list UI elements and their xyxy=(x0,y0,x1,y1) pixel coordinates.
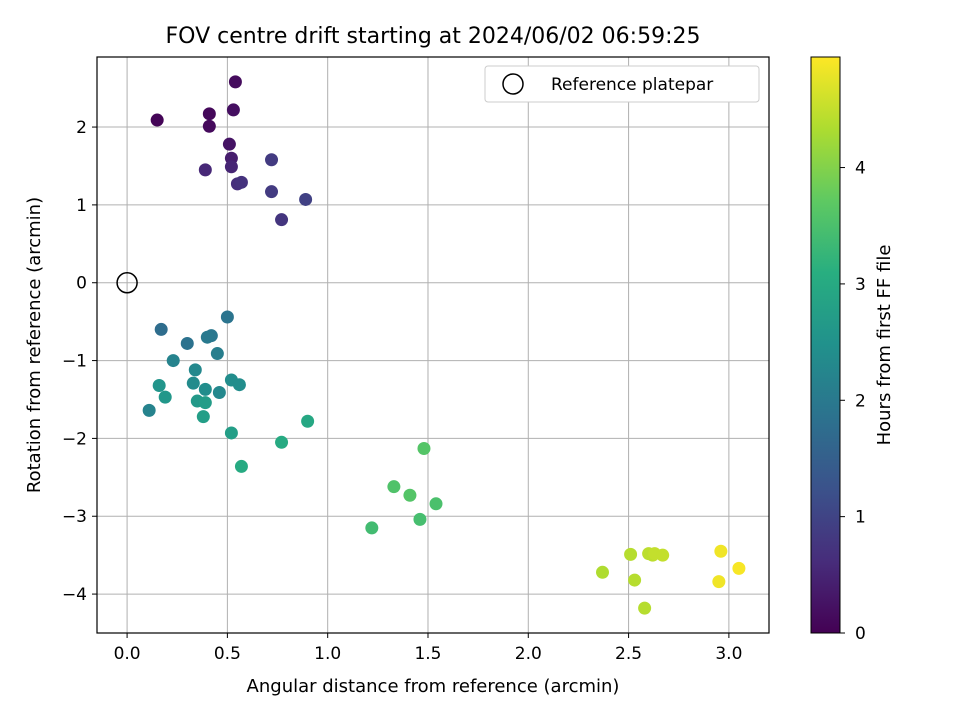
scatter-point xyxy=(224,160,238,174)
scatter-point xyxy=(596,565,610,579)
y-tick-label: −1 xyxy=(62,352,87,372)
scatter-point xyxy=(150,113,164,127)
scatter-point xyxy=(624,547,638,561)
x-axis-label: Angular distance from reference (arcmin) xyxy=(247,676,620,697)
scatter-point xyxy=(365,521,379,535)
y-axis-ticks: −4 −3 −2 −1 0 1 2 xyxy=(62,118,97,605)
scatter-point xyxy=(387,480,401,494)
x-tick-label: 1.5 xyxy=(414,644,441,664)
scatter-point xyxy=(413,512,427,526)
scatter-point xyxy=(158,390,172,404)
scatter-point xyxy=(198,396,212,410)
colorbar-tick-label: 4 xyxy=(855,159,866,179)
scatter-point xyxy=(732,561,746,575)
scatter-point xyxy=(232,378,246,392)
y-tick-label: 1 xyxy=(76,196,87,216)
colorbar-ticks: 0 1 2 3 4 xyxy=(840,159,866,644)
scatter-point xyxy=(224,426,238,440)
chart-title: FOV centre drift starting at 2024/06/02 … xyxy=(166,24,701,49)
plot-area-frame xyxy=(96,56,770,634)
scatter-point xyxy=(275,213,289,227)
scatter-point xyxy=(142,403,156,417)
colorbar-tick-label: 0 xyxy=(855,624,866,644)
scatter-point xyxy=(403,488,417,502)
scatter-point xyxy=(265,153,279,167)
scatter-point xyxy=(198,163,212,177)
x-tick-label: 3.0 xyxy=(715,644,742,664)
scatter-point xyxy=(712,575,726,589)
colorbar-gradient xyxy=(810,56,841,634)
scatter-point xyxy=(220,310,234,324)
scatter-point xyxy=(417,442,431,456)
scatter-point xyxy=(628,573,642,587)
scatter-point xyxy=(714,544,728,558)
scatter-point xyxy=(234,459,248,473)
scatter-point xyxy=(234,175,248,189)
legend-entry-label: Reference platepar xyxy=(551,75,713,95)
x-tick-label: 0.5 xyxy=(214,644,241,664)
x-tick-label: 1.0 xyxy=(314,644,341,664)
scatter-point xyxy=(638,601,652,615)
y-tick-label: −2 xyxy=(62,429,87,449)
grid-lines xyxy=(97,57,769,633)
scatter-point xyxy=(152,378,166,392)
scatter-point xyxy=(180,336,194,350)
scatter-point xyxy=(198,382,212,396)
scatter-point xyxy=(656,548,670,562)
x-tick-label: 2.5 xyxy=(615,644,642,664)
reference-platepar-marker xyxy=(116,271,138,294)
scatter-point xyxy=(429,497,443,511)
scatter-point xyxy=(228,75,242,89)
y-tick-label: 0 xyxy=(76,274,87,294)
scatter-point xyxy=(154,322,168,336)
scatter-point xyxy=(299,192,313,206)
scatter-point xyxy=(202,119,216,133)
scatter-point xyxy=(301,414,315,428)
scatter-point xyxy=(166,354,180,368)
data-points xyxy=(116,75,746,615)
colorbar-tick-label: 2 xyxy=(855,391,866,411)
y-tick-label: −3 xyxy=(62,507,87,527)
scatter-point xyxy=(196,410,210,424)
scatter-point xyxy=(265,185,279,199)
scatter-point xyxy=(210,347,224,361)
scatter-point xyxy=(202,107,216,121)
y-tick-label: 2 xyxy=(76,118,87,138)
legend: Reference platepar xyxy=(484,65,760,103)
scatter-point xyxy=(188,363,202,377)
y-axis-label: Rotation from reference (arcmin) xyxy=(24,197,45,493)
legend-box xyxy=(484,65,760,103)
scatter-point xyxy=(226,103,240,117)
scatter-point xyxy=(200,330,214,344)
colorbar-tick-label: 1 xyxy=(855,508,866,528)
x-axis-ticks: 0.0 0.5 1.0 1.5 2.0 2.5 3.0 xyxy=(114,633,742,664)
x-tick-label: 0.0 xyxy=(114,644,141,664)
y-tick-label: −4 xyxy=(62,585,87,605)
colorbar: 0 1 2 3 4 Hours from first FF file xyxy=(810,56,895,644)
scatter-point xyxy=(222,137,236,151)
x-tick-label: 2.0 xyxy=(515,644,542,664)
scatter-point xyxy=(275,435,289,449)
colorbar-label: Hours from first FF file xyxy=(874,245,895,446)
legend-reference-marker xyxy=(502,73,524,95)
colorbar-tick-label: 3 xyxy=(855,275,866,295)
scatter-point xyxy=(212,385,226,399)
scatter-point xyxy=(186,376,200,390)
